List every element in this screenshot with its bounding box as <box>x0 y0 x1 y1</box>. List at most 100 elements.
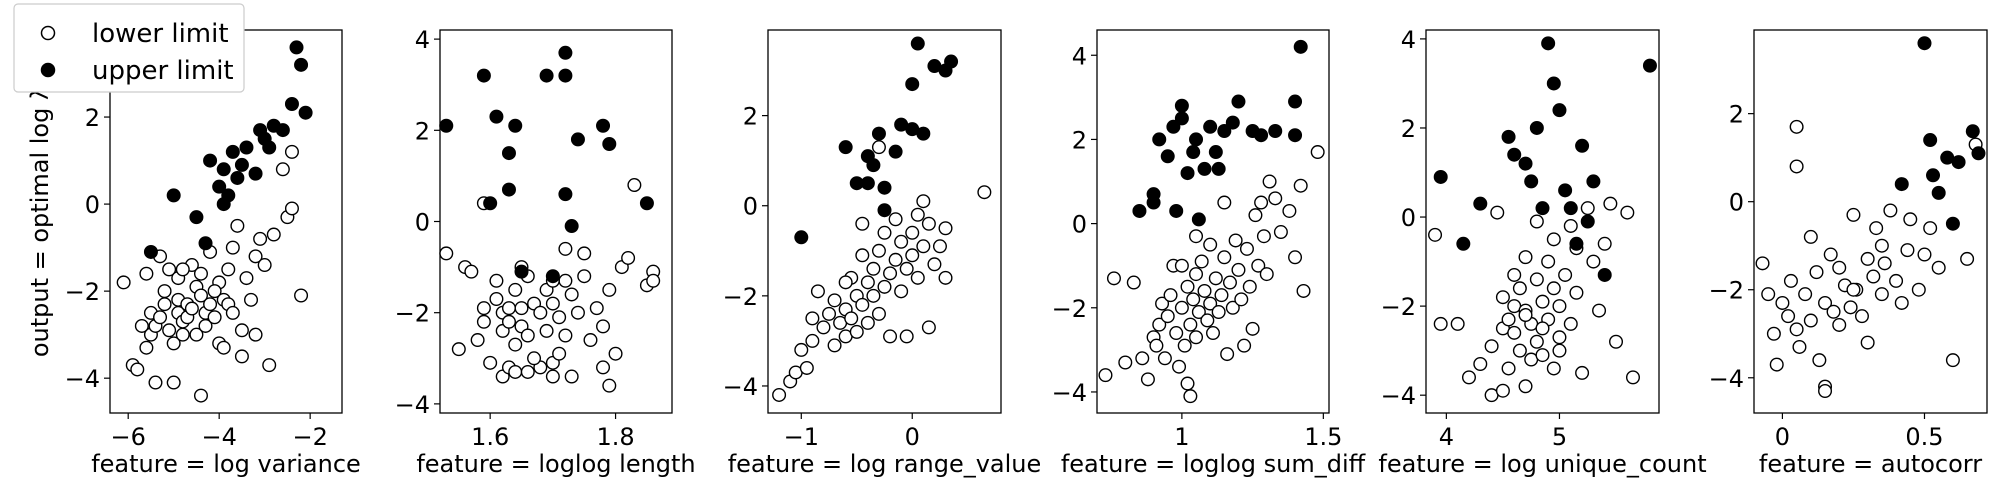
lower-limit-point <box>1180 376 1195 391</box>
lower-limit-point <box>558 328 573 343</box>
lower-limit-point <box>855 248 870 263</box>
lower-limit-point <box>627 178 642 193</box>
y-tick-label: 0 <box>1401 204 1416 232</box>
lower-limit-point <box>888 212 903 227</box>
lower-limit-point <box>175 327 190 342</box>
upper-limit-point <box>501 182 516 197</box>
upper-limit-point <box>203 153 218 168</box>
lower-limit-point <box>1256 229 1271 244</box>
y-tick-label: −4 <box>65 365 100 393</box>
upper-limit-point <box>216 162 231 177</box>
lower-limit-point <box>539 323 554 338</box>
upper-limit-point <box>189 210 204 225</box>
lower-limit-point <box>621 250 636 265</box>
lower-limit-point <box>533 305 548 320</box>
upper-limit-point <box>602 136 617 151</box>
upper-limit-point <box>439 118 454 133</box>
upper-limit-point <box>558 68 573 83</box>
lower-limit-point <box>1843 300 1858 315</box>
lower-limit-point <box>284 201 299 216</box>
lower-limit-point <box>130 362 145 377</box>
lower-limit-point <box>193 266 208 281</box>
upper-limit-point <box>860 176 875 191</box>
lower-limit-point <box>1931 260 1946 275</box>
lower-limit-point <box>899 329 914 344</box>
x-tick-label: 4 <box>1439 423 1454 451</box>
lower-limit-point <box>1783 273 1798 288</box>
lower-limit-point <box>266 227 281 242</box>
upper-limit-point <box>225 144 240 159</box>
lower-limit-point <box>1552 330 1567 345</box>
upper-limit-point <box>1575 138 1590 153</box>
upper-limit-point <box>294 57 309 72</box>
lower-limit-point <box>501 301 516 316</box>
x-axis-label: feature = log unique_count <box>1378 450 1706 478</box>
lower-limit-point <box>1917 247 1932 262</box>
lower-limit-point <box>564 287 579 302</box>
lower-limit-point <box>1877 256 1892 271</box>
lower-limit-point <box>1183 317 1198 332</box>
lower-limit-point <box>1217 195 1232 210</box>
lower-limit-point <box>1194 254 1209 269</box>
lower-limit-point <box>1518 308 1533 323</box>
lower-limit-point <box>1900 243 1915 258</box>
upper-limit-point <box>284 96 299 111</box>
lower-limit-point <box>1789 159 1804 174</box>
lower-limit-point <box>1428 227 1443 242</box>
lower-limit-point <box>1495 383 1510 398</box>
upper-limit-point <box>1965 124 1980 139</box>
lower-limit-point <box>225 240 240 255</box>
lower-limit-point <box>203 297 218 312</box>
lower-limit-point <box>849 324 864 339</box>
chart-panel-2: 1.6 1.8 −4 −2 0 2 4 feature = loglog length <box>395 26 696 478</box>
lower-limit-point <box>1803 313 1818 328</box>
y-tick-label: 0 <box>85 191 100 219</box>
lower-limit-point <box>1200 313 1215 328</box>
y-axis-label: output = optimal log λ <box>26 86 54 357</box>
lower-limit-point <box>1490 205 1505 220</box>
upper-limit-point <box>489 109 504 124</box>
chart-panel-6: 0 0.5 −4 −2 0 2 feature = autocorr <box>1709 29 1988 478</box>
lower-limit-point <box>552 346 567 361</box>
lower-limit-point <box>294 288 309 303</box>
lower-limit-point <box>1541 254 1556 269</box>
lower-limit-point <box>284 144 299 159</box>
lower-limit-point <box>577 269 592 284</box>
lower-limit-point <box>175 262 190 277</box>
lower-limit-point <box>805 333 820 348</box>
lower-limit-point <box>1152 317 1167 332</box>
lower-limit-point <box>262 358 277 373</box>
upper-limit-point <box>1923 133 1938 148</box>
lower-limit-point <box>1546 361 1561 376</box>
y-tick-label: −4 <box>395 391 430 419</box>
lower-limit-point <box>189 327 204 342</box>
lower-limit-point <box>1625 370 1640 385</box>
upper-limit-point <box>1254 128 1269 143</box>
upper-limit-point <box>198 236 213 251</box>
lower-limit-point <box>1586 254 1601 269</box>
upper-limit-point <box>877 180 892 195</box>
upper-limit-point <box>1456 236 1471 251</box>
y-tick-label: −4 <box>1052 379 1087 407</box>
upper-limit-point <box>1586 174 1601 189</box>
upper-limit-point <box>1174 111 1189 126</box>
lower-limit-point <box>470 333 485 348</box>
lower-limit-point <box>166 375 181 390</box>
y-tick-label: 2 <box>1729 101 1744 129</box>
upper-limit-point <box>1288 128 1303 143</box>
legend-label-upper-limit: upper limit <box>92 56 234 86</box>
upper-limit-point <box>1191 212 1206 227</box>
y-tick-label: −4 <box>1709 365 1744 393</box>
upper-limit-point <box>1558 183 1573 198</box>
upper-limit-point <box>289 40 304 55</box>
lower-limit-point <box>1163 288 1178 303</box>
x-tick-label: −6 <box>111 423 146 451</box>
plot-frame <box>1753 29 1988 414</box>
lower-limit-point <box>1501 361 1516 376</box>
lower-limit-point <box>1558 267 1573 282</box>
lower-limit-point <box>234 323 249 338</box>
lower-limit-point <box>883 266 898 281</box>
lower-limit-point <box>772 387 787 402</box>
lower-limit-point <box>1546 232 1561 247</box>
lower-limit-point <box>558 273 573 288</box>
